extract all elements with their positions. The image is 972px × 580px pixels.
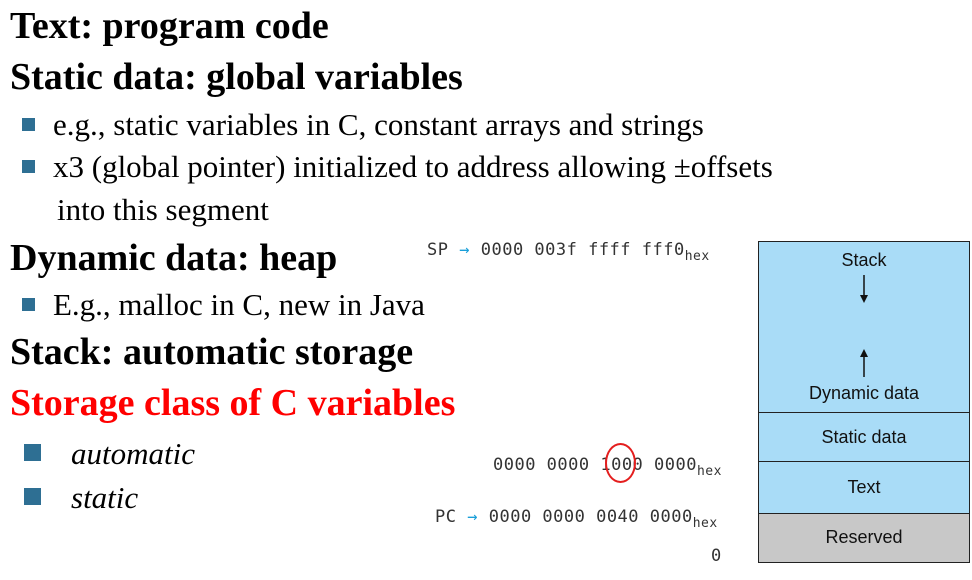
sp-address: SP → 0000 003f ffff fff0hex	[427, 240, 710, 264]
sp-hex-suffix: hex	[684, 249, 710, 264]
bullet-square-icon	[22, 298, 35, 312]
segment-reserved: Reserved	[758, 512, 970, 563]
arrow-down-icon	[860, 275, 868, 303]
bullet-static-examples-text: e.g., static variables in C, constant ar…	[53, 107, 704, 142]
bullet-global-pointer-text: x3 (global pointer) initialized to addre…	[53, 149, 773, 184]
segment-stack-dynamic: Stack Dynamic data	[758, 241, 970, 413]
static-address: 0000 0000 1000 0000hex	[493, 455, 722, 479]
pc-address: PC → 0000 0000 0040 0000hex	[435, 507, 718, 531]
bullet-square-icon	[22, 160, 35, 174]
segment-text-label: Text	[847, 477, 881, 497]
bullet-heap-example: E.g., malloc in C, new in Java	[22, 285, 425, 325]
bullet-square-icon	[24, 488, 41, 506]
bullet-global-pointer: x3 (global pointer) initialized to addre…	[22, 147, 773, 187]
heading-dynamic-data: Dynamic data: heap	[10, 237, 338, 279]
segment-text: Text	[758, 461, 970, 514]
sp-value: 0000 003f ffff fff0	[480, 240, 685, 260]
pc-label: PC	[435, 507, 457, 527]
heading-text: Text: program code	[10, 5, 329, 47]
highlight-circle	[605, 443, 636, 483]
bullet-automatic: automatic	[24, 434, 195, 474]
heading-storage-class: Storage class of C variables	[10, 382, 456, 424]
heading-static-data: Static data: global variables	[10, 56, 463, 98]
bullet-static: static	[24, 478, 138, 518]
segment-dynamic-label: Dynamic data	[808, 383, 920, 403]
arrow-up-icon	[860, 349, 868, 377]
bullet-static-text: static	[71, 480, 139, 515]
pc-arrow-icon: →	[467, 507, 478, 527]
segment-static-label: Static data	[821, 426, 907, 447]
heading-stack: Stack: automatic storage	[10, 331, 414, 373]
segment-stack-label: Stack	[841, 250, 887, 270]
bullet-automatic-text: automatic	[71, 436, 195, 471]
static-hex-suffix: hex	[696, 464, 722, 479]
bullet-square-icon	[24, 444, 41, 462]
bullet-static-examples: e.g., static variables in C, constant ar…	[22, 105, 704, 145]
segment-static: Static data	[758, 411, 970, 463]
pc-hex-suffix: hex	[692, 516, 718, 531]
segment-reserved-label: Reserved	[825, 527, 903, 547]
pc-value: 0000 0000 0040 0000	[488, 507, 693, 527]
sp-label: SP	[427, 240, 449, 260]
bullet-global-pointer-continuation: into this segment	[57, 192, 269, 227]
bullet-heap-example-text: E.g., malloc in C, new in Java	[53, 287, 425, 322]
bullet-square-icon	[22, 118, 35, 132]
sp-arrow-icon: →	[459, 240, 470, 260]
zero-address: 0	[711, 546, 722, 566]
static-value: 0000 0000 1000 0000	[493, 455, 697, 475]
